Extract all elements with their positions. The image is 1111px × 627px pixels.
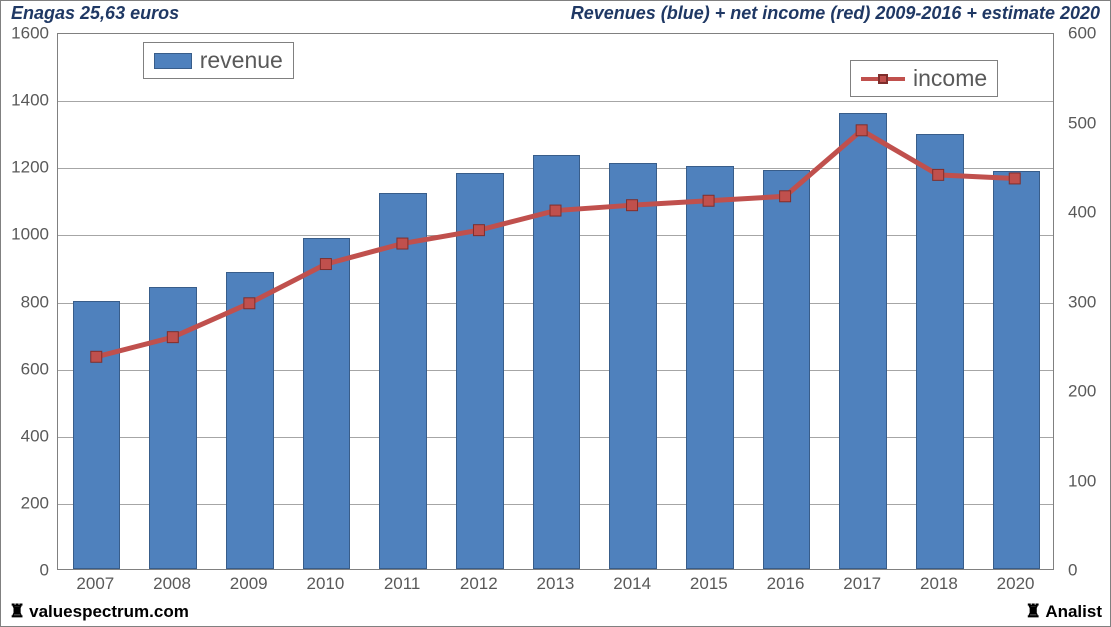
footer-right: ♜Analist: [1025, 602, 1102, 622]
income-marker: [167, 332, 178, 343]
y-left-tick: 1200: [11, 159, 49, 176]
y-left-tick: 1400: [11, 92, 49, 109]
x-axis: 2007200820092010201120122013201420152016…: [57, 574, 1054, 594]
line-layer: [58, 34, 1053, 569]
y-left-tick: 1000: [11, 226, 49, 243]
income-marker: [703, 195, 714, 206]
income-marker: [320, 259, 331, 270]
income-marker: [550, 205, 561, 216]
legend-swatch-line: [861, 71, 905, 87]
x-tick: 2015: [671, 574, 748, 594]
y-left-tick: 400: [21, 427, 49, 444]
x-tick: 2017: [824, 574, 901, 594]
x-tick: 2007: [57, 574, 134, 594]
x-tick: 2012: [440, 574, 517, 594]
plot-wrapper: revenueincome160014001200100080060040020…: [1, 25, 1110, 600]
income-marker: [1009, 173, 1020, 184]
legend-label: income: [913, 65, 987, 92]
y-right-tick: 400: [1068, 204, 1096, 221]
y-axis-right: 6005004003002001000: [1062, 33, 1110, 570]
income-marker: [627, 200, 638, 211]
x-tick: 2011: [364, 574, 441, 594]
y-left-tick: 600: [21, 360, 49, 377]
y-right-tick: 100: [1068, 472, 1096, 489]
income-marker: [91, 351, 102, 362]
y-right-tick: 300: [1068, 293, 1096, 310]
chart-container: Enagas 25,63 euros Revenues (blue) + net …: [0, 0, 1111, 627]
income-marker: [780, 191, 791, 202]
y-right-tick: 500: [1068, 114, 1096, 131]
income-marker: [397, 238, 408, 249]
footer-left: ♜valuespectrum.com: [9, 602, 189, 622]
rook-icon: ♜: [1025, 602, 1041, 620]
rook-icon: ♜: [9, 602, 25, 620]
chart-footer: ♜valuespectrum.com♜Analist: [1, 600, 1110, 624]
y-left-tick: 800: [21, 293, 49, 310]
y-right-tick: 200: [1068, 383, 1096, 400]
x-tick: 2008: [134, 574, 211, 594]
header-left-title: Enagas 25,63 euros: [11, 3, 179, 24]
chart-header: Enagas 25,63 euros Revenues (blue) + net …: [1, 1, 1110, 25]
y-right-tick: 600: [1068, 25, 1096, 42]
income-line: [96, 130, 1014, 356]
legend-income: income: [850, 60, 998, 97]
y-right-tick: 0: [1068, 562, 1077, 579]
x-tick: 2018: [901, 574, 978, 594]
footer-left-text: valuespectrum.com: [29, 602, 189, 621]
plot-area: revenue income: [57, 33, 1054, 570]
income-marker: [933, 169, 944, 180]
y-left-tick: 0: [40, 562, 49, 579]
y-left-tick: 200: [21, 494, 49, 511]
legend-swatch-bar: [154, 53, 192, 69]
header-right-title: Revenues (blue) + net income (red) 2009-…: [571, 3, 1100, 24]
legend-label: revenue: [200, 47, 283, 74]
x-tick: 2016: [747, 574, 824, 594]
y-axis-left: 16001400120010008006004002000: [1, 33, 49, 570]
footer-right-text: Analist: [1045, 602, 1102, 621]
income-marker: [244, 298, 255, 309]
x-tick: 2010: [287, 574, 364, 594]
income-line-svg: [58, 34, 1053, 569]
x-tick: 2009: [210, 574, 287, 594]
y-left-tick: 1600: [11, 25, 49, 42]
x-tick: 2014: [594, 574, 671, 594]
x-tick: 2013: [517, 574, 594, 594]
income-marker: [473, 225, 484, 236]
legend-revenue: revenue: [143, 42, 294, 79]
x-tick: 2020: [977, 574, 1054, 594]
income-marker: [856, 125, 867, 136]
